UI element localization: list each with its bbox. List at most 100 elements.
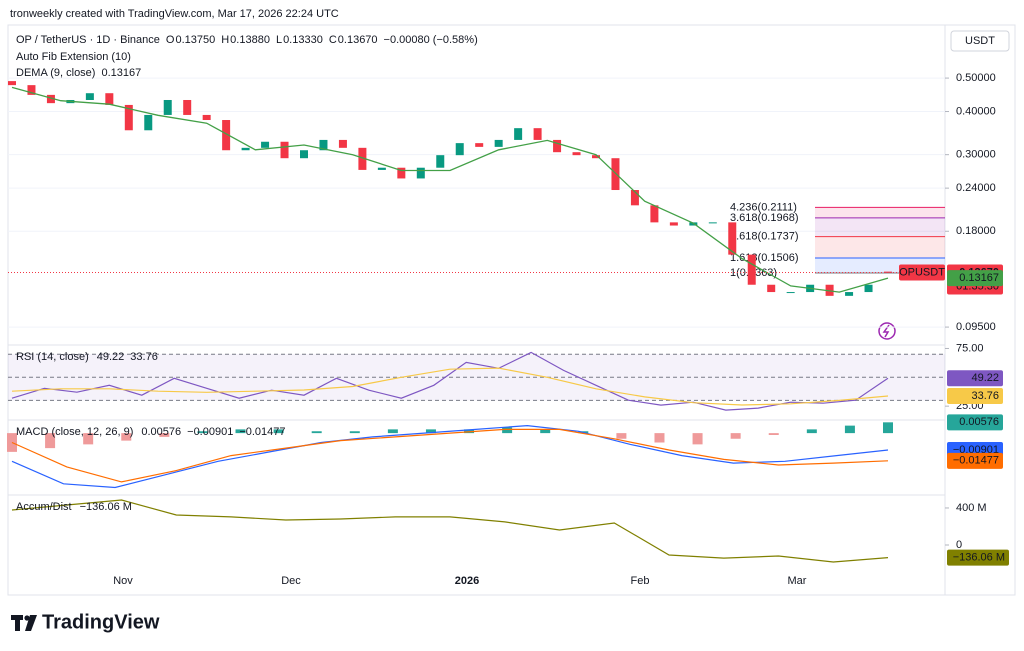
candle — [105, 93, 114, 105]
x-tick-label: Nov — [113, 575, 133, 587]
fib-band — [815, 207, 945, 218]
candle — [436, 155, 445, 168]
candle — [845, 292, 854, 296]
ohlc-value: 0.13670 — [338, 34, 378, 46]
candle — [377, 167, 386, 170]
candle — [163, 99, 172, 115]
candle — [124, 104, 133, 131]
candle — [8, 81, 16, 86]
histogram-bar — [540, 429, 551, 434]
y-tick-label: 0.50000 — [956, 72, 996, 84]
series-value: −0.01477 — [239, 426, 285, 438]
candle — [144, 114, 153, 131]
candle — [708, 222, 717, 224]
histogram-bar — [159, 433, 170, 437]
series-line — [11, 428, 889, 483]
fib-band — [815, 217, 945, 237]
candle — [533, 128, 542, 140]
candle — [728, 222, 737, 255]
ohlc-value: 0.13880 — [230, 34, 270, 46]
footer-logo — [11, 615, 37, 631]
histogram-bar — [730, 433, 741, 439]
chart-frame — [7, 24, 1016, 596]
fib-title: Auto Fib Extension (10) — [16, 51, 131, 63]
y-tick-label: 0.30000 — [956, 149, 996, 161]
fib-label: 3.618(0.1968) — [730, 212, 799, 224]
symbol-label: OPUSDT — [899, 266, 945, 278]
y-tick-label: 75.00 — [956, 342, 984, 354]
series-value: −136.06 M — [80, 501, 132, 513]
candle — [669, 222, 678, 226]
series-value: 49.22 — [97, 351, 125, 363]
candle — [455, 143, 464, 156]
candle — [514, 128, 523, 140]
fib-band — [815, 236, 945, 258]
candle — [241, 147, 250, 151]
series-value: 0.00576 — [141, 426, 181, 438]
y-tick-label: 0.40000 — [956, 105, 996, 117]
candle — [592, 155, 600, 159]
histogram-bar — [45, 433, 56, 449]
currency[interactable]: USDT — [965, 35, 995, 47]
series-value: −0.00901 — [187, 426, 233, 438]
histogram-bar — [387, 429, 398, 434]
candle — [864, 284, 873, 293]
histogram-bar — [121, 433, 132, 441]
histogram-bar — [806, 429, 817, 434]
histogram-bar — [83, 433, 94, 445]
ohlc-key: C — [329, 34, 337, 46]
series-line — [11, 351, 889, 411]
currency-button[interactable] — [950, 30, 1010, 52]
histogram-bar — [616, 433, 627, 439]
candle — [261, 141, 270, 148]
pane-title: RSI (14, close) — [16, 351, 89, 363]
alert-icon-bolt — [882, 324, 890, 338]
price-label: 33.76 — [971, 390, 999, 402]
series-line — [11, 499, 889, 563]
candle — [222, 120, 231, 151]
histogram-bar — [425, 429, 436, 434]
fib-label: 4.236(0.2111) — [730, 201, 797, 213]
x-tick-label: Mar — [788, 575, 807, 587]
pane-title: Accum/Dist — [16, 501, 72, 513]
candle — [280, 141, 289, 159]
histogram-bar — [273, 429, 284, 434]
ohlc-key: L — [276, 34, 282, 46]
price-label-box — [947, 388, 1003, 405]
series-name: DEMA (9, close) — [16, 67, 95, 79]
candle — [786, 292, 795, 294]
y-tick-label: 0 — [956, 539, 962, 551]
histogram-bar — [654, 433, 665, 443]
candle — [27, 85, 36, 95]
candle — [85, 93, 94, 100]
x-tick-label: 2026 — [455, 575, 479, 587]
candle — [650, 205, 659, 223]
price-label-box — [947, 370, 1003, 387]
series-value: 0.13167 — [101, 67, 141, 79]
y-tick-label: 0.18000 — [956, 225, 996, 237]
histogram-bar — [692, 433, 703, 445]
candle — [475, 143, 484, 147]
candle — [397, 167, 406, 179]
ohlc-value: 0.13330 — [283, 34, 323, 46]
histogram-bar — [844, 425, 855, 434]
alert-icon[interactable] — [878, 322, 896, 340]
ohlc-key: H — [221, 34, 229, 46]
candle — [553, 139, 562, 153]
y-tick-label: 0.09500 — [956, 321, 996, 333]
candle — [494, 139, 503, 147]
candle — [416, 167, 425, 179]
price-label: 49.22 — [971, 372, 999, 384]
series-line — [11, 424, 889, 489]
pane-title: MACD (close, 12, 26, 9) — [16, 426, 133, 438]
histogram-bar — [197, 431, 208, 434]
x-tick-label: Feb — [631, 575, 650, 587]
candle — [202, 114, 211, 121]
price-label: −136.06 M — [953, 552, 1005, 564]
candle — [630, 190, 639, 206]
header: tronweekly created with TradingView.com,… — [10, 8, 339, 20]
histogram-bar — [349, 431, 360, 434]
price-label-box — [947, 452, 1003, 469]
